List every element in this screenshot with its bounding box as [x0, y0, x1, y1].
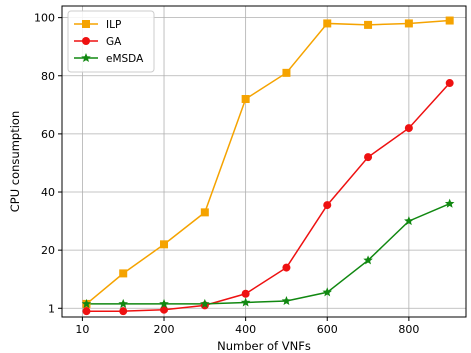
- legend-marker-ilp: [82, 20, 90, 28]
- x-tick-label: 10: [75, 323, 89, 336]
- data-point-ga: [404, 124, 413, 133]
- data-point-ga: [119, 307, 128, 316]
- y-axis-title: CPU consumption: [8, 111, 22, 213]
- x-axis-ticks: 10 200 400 600 800: [75, 317, 419, 336]
- data-point-emsda: [404, 216, 414, 226]
- series-lines: [86, 19, 451, 312]
- legend-label-ilp: ILP: [106, 19, 121, 31]
- data-point-ga: [364, 153, 373, 162]
- y-tick-label: 1: [48, 302, 55, 315]
- data-point-emsda: [322, 287, 333, 297]
- data-point-ilp: [404, 19, 413, 28]
- y-tick-label: 80: [41, 70, 55, 83]
- x-tick-label: 600: [317, 323, 338, 336]
- data-point-emsda: [200, 298, 210, 308]
- data-point-emsda: [240, 297, 251, 307]
- data-point-emsda: [159, 298, 169, 308]
- data-point-ga: [445, 79, 454, 88]
- data-point-emsda: [81, 298, 92, 308]
- legend-marker-emsda: [81, 53, 91, 63]
- legend-label-emsda: eMSDA: [106, 53, 144, 65]
- legend-label-ga: GA: [106, 36, 122, 48]
- data-point-ga: [160, 305, 169, 314]
- data-point-ilp: [323, 19, 332, 28]
- y-axis-ticks: 1 20 40 60 80 100: [34, 12, 62, 315]
- data-point-emsda: [281, 296, 292, 306]
- data-point-emsda: [118, 298, 128, 308]
- y-tick-label: 20: [41, 244, 55, 257]
- data-point-ilp: [241, 95, 250, 104]
- legend: ILP GA eMSDA: [67, 10, 155, 73]
- x-tick-label: 400: [235, 323, 256, 336]
- y-tick-label: 60: [41, 128, 55, 141]
- data-point-ilp: [160, 240, 169, 249]
- y-tick-label: 40: [41, 186, 55, 199]
- data-point-ilp: [445, 16, 454, 25]
- x-tick-label: 200: [154, 323, 175, 336]
- data-point-ga: [82, 307, 91, 316]
- data-point-ga: [282, 263, 291, 272]
- data-point-ilp: [200, 208, 209, 217]
- series-markers: [81, 16, 455, 316]
- data-point-ilp: [282, 68, 291, 77]
- data-point-ga: [323, 201, 332, 210]
- legend-marker-ga: [82, 37, 90, 45]
- data-point-ga: [241, 289, 250, 298]
- series-line-ilp: [86, 19, 450, 305]
- data-point-ilp: [119, 269, 128, 278]
- data-point-emsda: [363, 255, 373, 265]
- x-tick-label: 800: [398, 323, 419, 336]
- data-point-emsda: [444, 198, 455, 208]
- y-tick-label: 100: [34, 12, 55, 25]
- data-point-ilp: [364, 20, 373, 29]
- x-axis-title: Number of VNFs: [217, 339, 311, 353]
- series-line-emsda: [86, 202, 450, 305]
- plot-frame: [61, 5, 467, 318]
- series-line-ga: [86, 82, 451, 312]
